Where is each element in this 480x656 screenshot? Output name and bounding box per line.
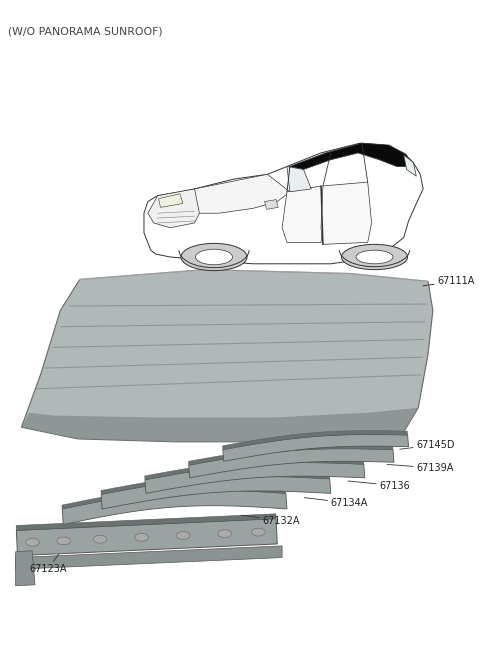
Polygon shape <box>148 189 199 228</box>
Text: 67123A: 67123A <box>29 554 67 574</box>
Ellipse shape <box>135 533 148 541</box>
Ellipse shape <box>341 244 408 270</box>
Polygon shape <box>264 199 278 209</box>
Polygon shape <box>223 430 408 449</box>
Polygon shape <box>16 519 277 556</box>
Polygon shape <box>16 514 276 530</box>
Ellipse shape <box>26 539 39 546</box>
Ellipse shape <box>218 530 231 537</box>
Text: 67132A: 67132A <box>241 515 300 525</box>
Polygon shape <box>62 490 287 525</box>
Polygon shape <box>144 143 423 264</box>
Ellipse shape <box>176 531 190 539</box>
Polygon shape <box>189 449 394 478</box>
Text: 67134A: 67134A <box>304 498 368 508</box>
Ellipse shape <box>93 535 107 543</box>
Polygon shape <box>144 459 364 480</box>
Polygon shape <box>223 434 408 461</box>
Polygon shape <box>62 486 286 509</box>
Polygon shape <box>189 445 393 465</box>
Polygon shape <box>180 174 290 213</box>
Text: 67145D: 67145D <box>400 440 455 450</box>
Text: 67139A: 67139A <box>387 463 454 473</box>
Polygon shape <box>22 408 418 441</box>
Ellipse shape <box>181 243 247 271</box>
Ellipse shape <box>195 249 232 265</box>
Polygon shape <box>287 167 312 192</box>
Ellipse shape <box>57 537 71 544</box>
Polygon shape <box>101 476 331 509</box>
Polygon shape <box>282 186 323 243</box>
Polygon shape <box>321 182 372 244</box>
Polygon shape <box>290 143 410 169</box>
Polygon shape <box>22 270 433 441</box>
Text: 67111A: 67111A <box>423 276 475 286</box>
Text: (W/O PANORAMA SUNROOF): (W/O PANORAMA SUNROOF) <box>8 26 162 37</box>
Polygon shape <box>15 551 35 586</box>
Polygon shape <box>15 546 282 569</box>
Ellipse shape <box>356 250 393 264</box>
Text: 67136: 67136 <box>348 481 410 491</box>
Ellipse shape <box>252 528 265 536</box>
Polygon shape <box>404 155 416 176</box>
Polygon shape <box>145 462 365 493</box>
Polygon shape <box>158 194 183 207</box>
Polygon shape <box>101 472 330 495</box>
